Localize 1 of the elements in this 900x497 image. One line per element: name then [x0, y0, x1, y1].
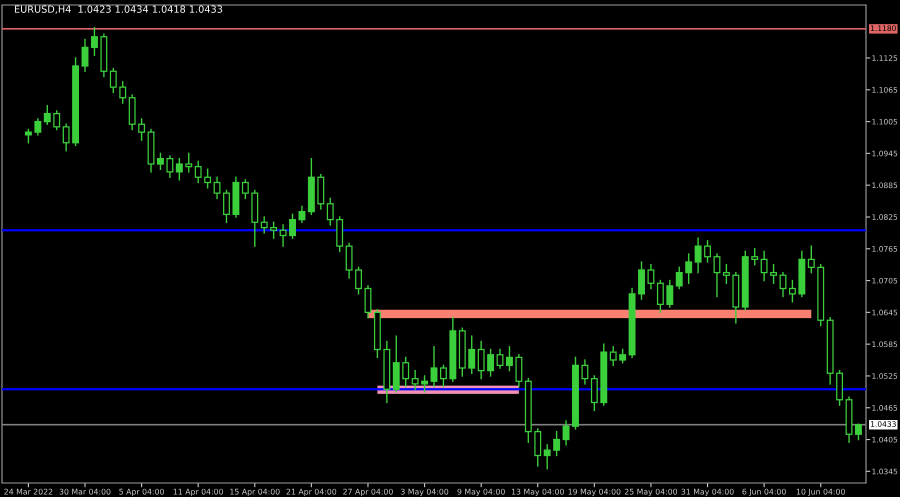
chart-title: EURUSD,H4 1.0423 1.0434 1.0418 1.0433 [14, 5, 222, 14]
